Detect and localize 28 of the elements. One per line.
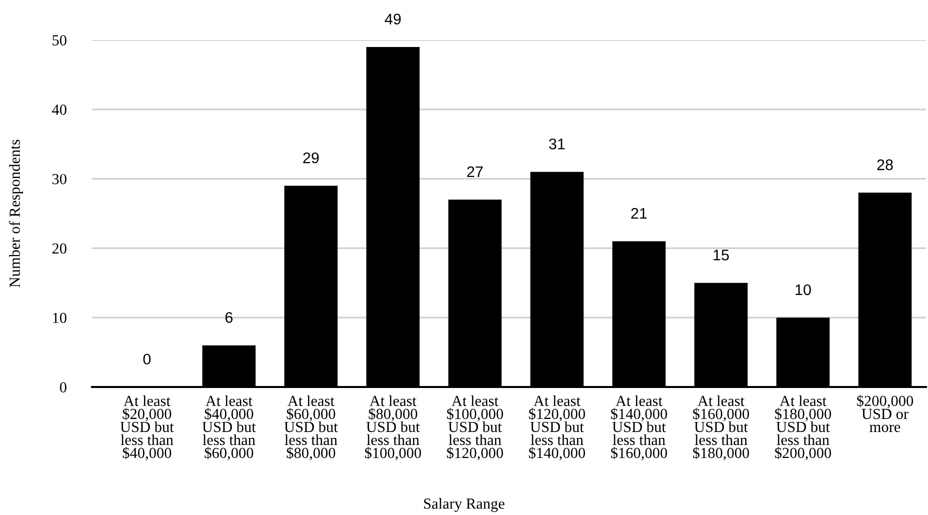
x-tick-label: $200,000 USD or more — [857, 394, 914, 432]
y-tick-label: 40 — [52, 104, 66, 115]
x-tick-label: At least $140,000 USD but less than $160,000 — [610, 395, 668, 460]
x-tick-label: At least $160,000 USD but less than $180,000 — [692, 395, 750, 460]
x-tick-label: At least $120,000 USD but less than $140,000 — [528, 395, 586, 460]
data-label: 49 — [384, 14, 401, 24]
data-label: 0 — [143, 354, 151, 365]
x-tick-label: At least $60,000 USD but less than $80,000 — [284, 395, 338, 460]
data-label: 21 — [631, 208, 647, 219]
x-tick-label: At least $20,000 USD but less than $40,000 — [120, 395, 174, 460]
data-label: 28 — [877, 159, 893, 170]
data-label: 27 — [467, 166, 483, 178]
data-label: 29 — [303, 152, 319, 164]
x-tick-label: At least $100,000 USD but less than $120,000 — [446, 395, 504, 460]
data-label: 15 — [714, 250, 729, 260]
y-tick-label: 30 — [52, 174, 66, 184]
x-tick-label: At least $180,000 USD but less than $200,000 — [775, 395, 832, 460]
y-tick-label: 10 — [53, 312, 66, 324]
y-tick-label: 0 — [60, 382, 66, 392]
data-label: 6 — [225, 312, 233, 323]
data-label: 10 — [796, 284, 811, 296]
data-label: 31 — [549, 138, 565, 150]
x-tick-label: At least $40,000 USD but less than $60,000 — [202, 395, 256, 460]
y-tick-label: 20 — [52, 243, 66, 254]
y-axis-title: Number of Respondents — [8, 140, 24, 288]
x-tick-label: At least $80,000 USD but less than $100,000 — [364, 395, 422, 460]
x-axis-title: Salary Range — [424, 498, 504, 512]
y-tick-label: 50 — [52, 35, 66, 46]
